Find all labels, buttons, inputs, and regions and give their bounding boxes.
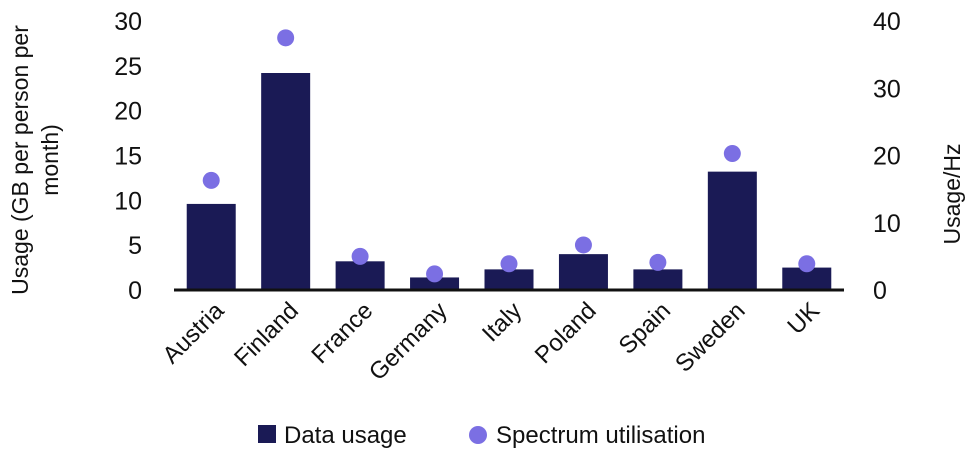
left-tick-label: 5 [128, 232, 142, 260]
left-tick-label: 30 [114, 8, 142, 36]
legend-swatch-data-usage [258, 425, 276, 443]
right-tick-label: 40 [873, 8, 901, 36]
category-label-uk: UK [782, 297, 825, 340]
category-label-spain: Spain [614, 297, 677, 360]
bar-spain [633, 269, 683, 290]
right-tick-label: 30 [873, 75, 901, 103]
legend-label-data-usage: Data usage [284, 422, 407, 449]
right-axis-ticks: 0 10 20 30 40 [873, 8, 901, 305]
dot-austria [202, 171, 220, 189]
left-axis-title-line2: month) [37, 124, 63, 196]
left-tick-label: 20 [114, 98, 142, 126]
left-axis-title: Usage (GB per person per month) [7, 25, 63, 295]
bar-france [335, 261, 385, 290]
dot-italy [500, 255, 518, 273]
left-tick-label: 15 [114, 143, 142, 171]
right-tick-label: 20 [873, 143, 901, 171]
dot-france [351, 247, 369, 265]
left-tick-label: 25 [114, 53, 142, 81]
dot-finland [277, 29, 295, 47]
dot-spain [649, 253, 667, 271]
legend-swatch-spectrum-utilisation [469, 426, 487, 444]
category-label-germany: Germany [364, 297, 453, 386]
bar-finland [261, 73, 311, 290]
category-label-italy: Italy [477, 297, 527, 347]
right-axis-title: Usage/Hz [939, 144, 965, 245]
dot-germany [426, 265, 444, 283]
scatter-series [202, 29, 816, 283]
bar-sweden [707, 171, 757, 290]
category-label-poland: Poland [530, 297, 602, 369]
bar-poland [558, 254, 608, 290]
left-tick-label: 0 [128, 277, 142, 305]
legend-label-spectrum-utilisation: Spectrum utilisation [496, 422, 705, 449]
bar-italy [484, 269, 534, 290]
category-label-sweden: Sweden [670, 297, 750, 377]
dot-uk [798, 255, 816, 273]
category-label-france: France [306, 297, 378, 369]
right-tick-label: 10 [873, 210, 901, 238]
bar-germany [410, 277, 460, 290]
bar-austria [186, 203, 236, 290]
category-label-finland: Finland [229, 297, 304, 372]
left-axis-title-line1: Usage (GB per person per [7, 25, 33, 295]
bar-series [186, 73, 832, 290]
legend: Data usage Spectrum utilisation [258, 422, 705, 449]
bar-uk [782, 267, 832, 290]
category-label-austria: Austria [158, 297, 230, 369]
dot-sweden [723, 144, 741, 162]
left-axis-ticks: 0 5 10 15 20 25 30 [114, 8, 142, 305]
left-tick-label: 10 [114, 187, 142, 215]
right-tick-label: 0 [873, 277, 887, 305]
dot-poland [574, 236, 592, 254]
